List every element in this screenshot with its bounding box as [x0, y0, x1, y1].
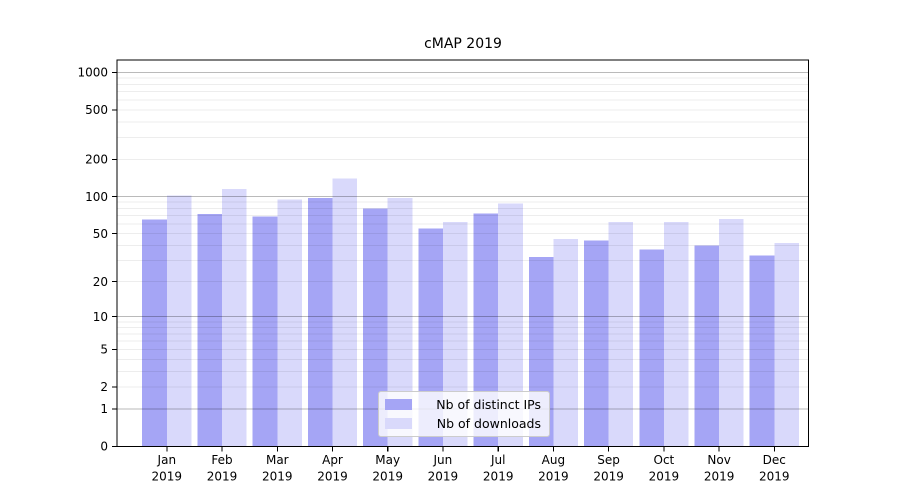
x-tick-label-jun: Jun [433, 453, 453, 467]
y-tick-label-1000: 1000 [77, 66, 108, 80]
y-tick-label-50: 50 [93, 227, 108, 241]
x-tick-label-dec: Dec [763, 453, 786, 467]
x-tick-label-oct: Oct [654, 453, 675, 467]
bar-downloads-nov [719, 218, 744, 447]
chart-title: cMAP 2019 [424, 36, 502, 52]
bar-downloads-aug [553, 239, 578, 447]
x-tick-year-feb: 2019 [207, 470, 238, 484]
legend-swatch-downloads [385, 418, 412, 429]
bar-downloads-jan [166, 195, 192, 447]
y-tick-label-2: 2 [100, 380, 108, 394]
legend-entry-distinct-ips: Nb of distinct IPs [385, 397, 541, 412]
bar-distinct-ips-mar [252, 216, 278, 447]
bar-distinct-ips-nov [694, 245, 720, 447]
y-tick-label-20: 20 [93, 275, 108, 289]
x-tick-label-jan: Jan [157, 453, 177, 467]
bar-distinct-ips-dec [749, 255, 775, 447]
legend: Nb of distinct IPs Nb of downloads [378, 391, 550, 437]
legend-swatch-distinct-ips [385, 399, 412, 410]
x-tick-label-feb: Feb [211, 453, 232, 467]
bar-downloads-sep [608, 222, 634, 447]
x-tick-year-mar: 2019 [262, 470, 293, 484]
bar-downloads-apr [332, 178, 358, 447]
x-tick-year-jul: 2019 [483, 470, 514, 484]
bar-downloads-mar [277, 199, 302, 447]
legend-entry-downloads: Nb of downloads [385, 416, 541, 431]
y-tick-label-0: 0 [100, 440, 108, 454]
legend-label-downloads: Nb of downloads [436, 416, 541, 431]
x-tick-year-jan: 2019 [152, 470, 183, 484]
x-tick-year-sep: 2019 [593, 470, 624, 484]
x-tick-label-nov: Nov [707, 453, 730, 467]
y-tick-label-1: 1 [100, 402, 108, 416]
x-tick-label-apr: Apr [322, 453, 343, 467]
x-tick-label-mar: Mar [266, 453, 289, 467]
bar-downloads-feb [222, 189, 247, 447]
bar-downloads-oct [663, 222, 689, 447]
y-tick-label-10: 10 [93, 310, 108, 324]
x-tick-year-aug: 2019 [538, 470, 569, 484]
x-tick-label-may: May [375, 453, 400, 467]
y-tick-label-200: 200 [85, 153, 108, 167]
x-tick-label-jul: Jul [490, 453, 505, 467]
x-tick-year-may: 2019 [372, 470, 403, 484]
bar-downloads-dec [774, 242, 799, 447]
bar-distinct-ips-oct [639, 249, 664, 447]
x-tick-year-nov: 2019 [704, 470, 735, 484]
x-tick-year-dec: 2019 [759, 470, 790, 484]
bar-distinct-ips-feb [197, 214, 222, 447]
x-tick-year-oct: 2019 [649, 470, 680, 484]
x-tick-label-sep: Sep [597, 453, 620, 467]
y-tick-label-5: 5 [100, 343, 108, 357]
bar-distinct-ips-sep [584, 240, 609, 447]
x-tick-year-apr: 2019 [317, 470, 348, 484]
x-tick-year-jun: 2019 [428, 470, 459, 484]
axes-frame [116, 59, 810, 448]
bar-distinct-ips-apr [307, 198, 333, 447]
bar-distinct-ips-jan [142, 219, 167, 447]
y-tick-label-100: 100 [85, 190, 108, 204]
y-tick-label-500: 500 [85, 103, 108, 117]
legend-label-distinct-ips: Nb of distinct IPs [436, 397, 541, 412]
x-tick-label-aug: Aug [542, 453, 565, 467]
